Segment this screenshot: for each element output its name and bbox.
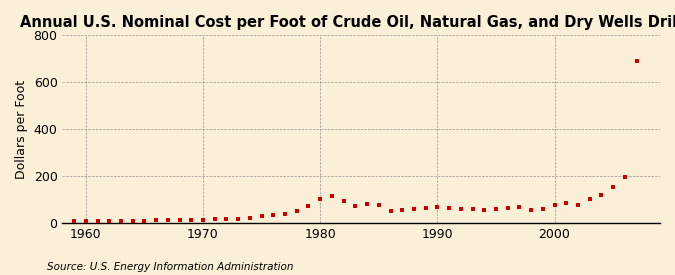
Point <box>631 59 642 63</box>
Point <box>561 201 572 206</box>
Point <box>221 217 232 222</box>
Point <box>128 218 138 223</box>
Point <box>233 216 244 221</box>
Point <box>608 184 618 189</box>
Point <box>292 208 302 213</box>
Point <box>92 219 103 223</box>
Point <box>585 197 595 202</box>
Point <box>514 205 524 209</box>
Title: Annual U.S. Nominal Cost per Foot of Crude Oil, Natural Gas, and Dry Wells Drill: Annual U.S. Nominal Cost per Foot of Cru… <box>20 15 675 30</box>
Point <box>385 208 396 213</box>
Point <box>186 218 196 222</box>
Point <box>491 207 502 211</box>
Point <box>537 207 548 211</box>
Point <box>244 216 255 220</box>
Point <box>279 211 290 216</box>
Point <box>408 207 419 211</box>
Point <box>327 194 338 199</box>
Point <box>456 207 466 211</box>
Point <box>526 208 537 212</box>
Point <box>115 219 126 223</box>
Point <box>443 206 454 211</box>
Point <box>362 202 373 206</box>
Point <box>421 206 431 211</box>
Point <box>315 197 325 202</box>
Point <box>397 207 408 212</box>
Y-axis label: Dollars per Foot: Dollars per Foot <box>15 79 28 179</box>
Point <box>350 204 360 208</box>
Point <box>596 192 607 197</box>
Point <box>549 203 560 208</box>
Point <box>104 219 115 223</box>
Point <box>198 218 209 222</box>
Point <box>163 218 173 222</box>
Point <box>151 218 161 222</box>
Point <box>479 208 489 212</box>
Point <box>174 218 185 222</box>
Point <box>139 218 150 223</box>
Point <box>268 213 279 217</box>
Point <box>432 205 443 209</box>
Point <box>209 217 220 222</box>
Point <box>572 203 583 207</box>
Point <box>620 175 630 179</box>
Point <box>80 219 91 223</box>
Point <box>256 214 267 219</box>
Point <box>502 205 513 210</box>
Point <box>467 207 478 211</box>
Point <box>69 219 80 223</box>
Point <box>373 203 384 207</box>
Text: Source: U.S. Energy Information Administration: Source: U.S. Energy Information Administ… <box>47 262 294 272</box>
Point <box>338 199 349 204</box>
Point <box>303 204 314 209</box>
